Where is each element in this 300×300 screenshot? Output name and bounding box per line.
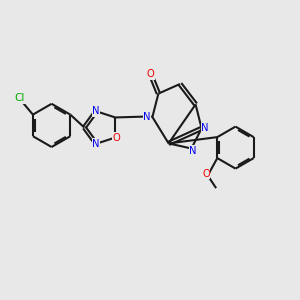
Text: N: N <box>143 112 151 122</box>
Text: N: N <box>189 146 197 156</box>
Text: N: N <box>92 139 100 149</box>
Text: O: O <box>112 133 120 142</box>
Text: N: N <box>202 123 209 134</box>
Text: O: O <box>202 169 210 179</box>
Text: Cl: Cl <box>15 93 25 103</box>
Text: O: O <box>147 69 154 80</box>
Text: N: N <box>92 106 100 116</box>
